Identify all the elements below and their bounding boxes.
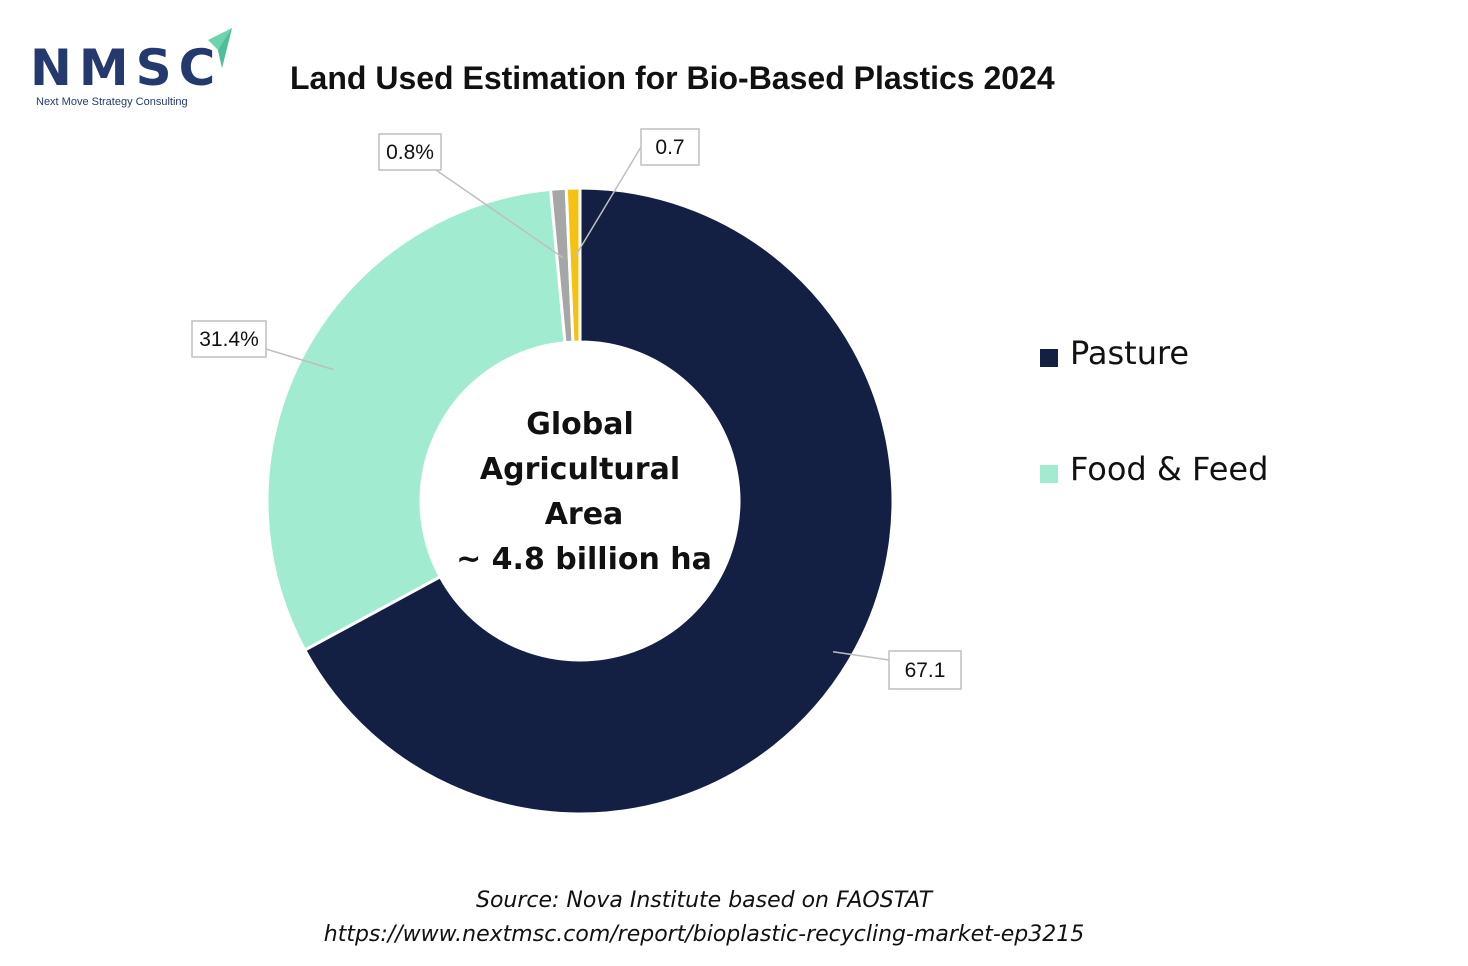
- donut-slice-1: [302, 186, 895, 816]
- nmsc-logo: NMSC Next Move Strategy Consulting: [30, 28, 232, 112]
- source-note: Source: Nova Institute based on FAOSTAT …: [0, 884, 1408, 952]
- center-label-line-2: Agricultural: [480, 452, 680, 487]
- leader-line-3: [435, 169, 564, 259]
- source-line: Source: Nova Institute based on FAOSTAT: [475, 888, 933, 913]
- center-label-line-1: Global: [526, 407, 634, 442]
- legend-label-food-feed: Food & Feed: [1070, 450, 1269, 488]
- leader-line-1: [832, 650, 890, 661]
- data-label-3: 0.8%: [386, 141, 434, 164]
- center-label-line-4: ~ 4.8 billion ha: [456, 542, 712, 577]
- data-label-1: 67.1: [905, 659, 946, 682]
- legend-swatch-pasture: [1040, 349, 1058, 367]
- data-label-2: 31.4%: [199, 328, 259, 351]
- donut-slice-2: [265, 187, 567, 653]
- source-url: https://www.nextmsc.com/report/bioplasti…: [323, 922, 1085, 947]
- data-label-box-1: [888, 650, 962, 690]
- legend-label-pasture: Pasture: [1070, 334, 1190, 372]
- logo-wordmark: NMSC: [30, 39, 223, 97]
- chart-title: Land Used Estimation for Bio-Based Plast…: [290, 60, 1055, 96]
- data-label-box-4: [640, 128, 700, 166]
- paper-plane-icon: [208, 28, 232, 68]
- leader-line-2: [265, 348, 334, 371]
- data-label-4: 0.7: [655, 136, 684, 159]
- logo-tagline: Next Move Strategy Consulting: [36, 96, 188, 108]
- leader-line-4: [573, 146, 642, 258]
- donut-slice-4: [564, 186, 582, 344]
- center-label-line-3: Area: [545, 497, 624, 532]
- data-label-box-2: [191, 320, 267, 358]
- data-label-box-3: [378, 133, 442, 171]
- legend-swatch-food-feed: [1040, 465, 1058, 483]
